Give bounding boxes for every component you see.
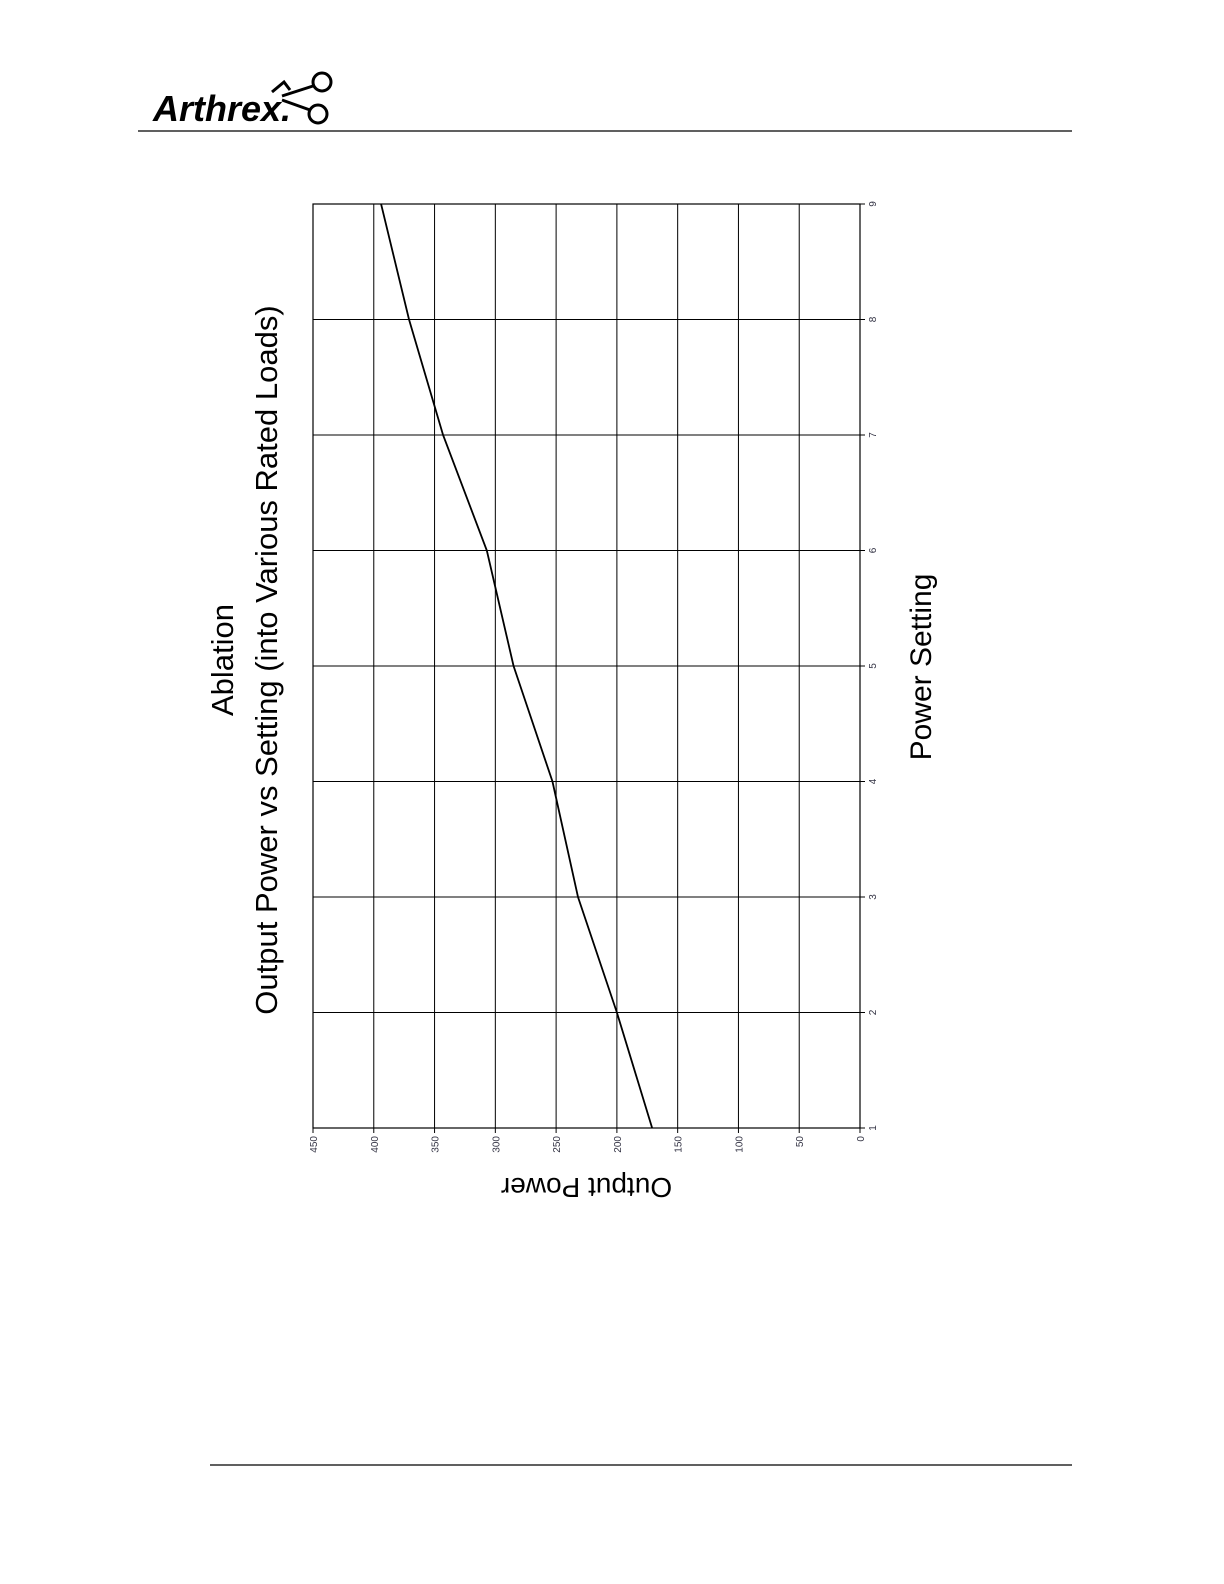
x-tick-label: 3 — [868, 894, 879, 900]
x-tick-label: 8 — [868, 316, 879, 322]
y-tick-label: 400 — [370, 1136, 381, 1153]
y-tick-label: 150 — [674, 1136, 685, 1153]
x-tick-label: 1 — [868, 1125, 879, 1131]
y-tick-label: 0 — [856, 1136, 867, 1142]
logo-icon — [271, 79, 314, 112]
y-tick-label: 200 — [613, 1136, 624, 1153]
data-line — [380, 203, 654, 1129]
x-tick-label: 7 — [868, 432, 879, 438]
chart: 0 50 100 150 200 250 300 350 400 450 1 2 3 4 5 6 7 8 9 Abla… — [205, 201, 938, 1203]
x-tick-label: 9 — [868, 201, 879, 207]
y-tick-label: 350 — [431, 1136, 442, 1153]
logo-icon — [311, 71, 333, 93]
logo-icon — [307, 103, 329, 125]
y-tick-label: 250 — [552, 1136, 563, 1153]
x-tick-label: 5 — [868, 663, 879, 669]
x-tick-label: 4 — [868, 778, 879, 784]
x-axis-label: Power Setting — [905, 574, 938, 761]
y-tick-label: 50 — [795, 1136, 806, 1148]
chart-title: Ablation — [205, 604, 240, 716]
y-axis-label: Output Power — [501, 1172, 672, 1203]
x-tick-label: 6 — [868, 547, 879, 553]
y-tick-label: 300 — [491, 1136, 502, 1153]
plot-frame — [312, 203, 861, 1129]
logo-text: Arthrex. — [152, 88, 291, 129]
y-tick-label: 100 — [734, 1136, 745, 1153]
y-tick-label: 450 — [309, 1136, 320, 1153]
chart-subtitle: Output Power vs Setting (into Various Ra… — [249, 305, 284, 1014]
logo: Arthrex. — [152, 71, 333, 129]
x-tick-label: 2 — [868, 1009, 879, 1015]
